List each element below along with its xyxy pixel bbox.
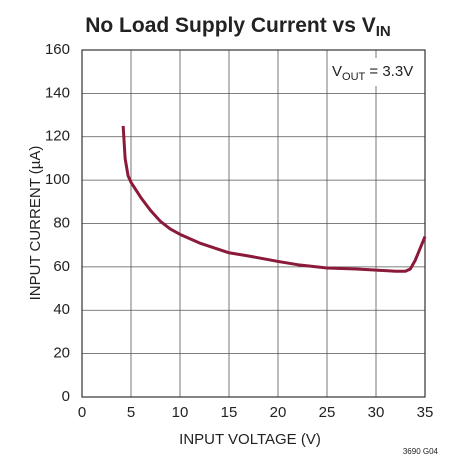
annotation-background <box>328 58 422 86</box>
x-tick-label: 25 <box>319 404 336 421</box>
x-tick-label: 0 <box>78 404 86 421</box>
annotation-text: V <box>332 63 342 80</box>
y-tick-label: 60 <box>53 258 70 275</box>
x-tick-label: 20 <box>270 404 287 421</box>
y-axis-label: INPUT CURRENT (µA) <box>27 146 44 301</box>
y-tick-label: 20 <box>53 345 70 362</box>
y-tick-label: 160 <box>45 41 70 58</box>
y-tick-label: 100 <box>45 171 70 188</box>
x-tick-label: 10 <box>172 404 189 421</box>
x-tick-label: 15 <box>221 404 238 421</box>
annotation-subscript: OUT <box>342 71 366 83</box>
x-axis-label: INPUT VOLTAGE (V) <box>179 431 321 448</box>
data-line <box>121 125 427 273</box>
y-tick-label: 80 <box>53 214 70 231</box>
plot-frame <box>81 49 426 398</box>
y-tick-label: 120 <box>45 128 70 145</box>
chart-title: No Load Supply Current vs VIN <box>85 14 391 40</box>
y-tick-label: 0 <box>62 388 70 405</box>
annotation: VOUT = 3.3V <box>332 63 413 83</box>
figure-code: 3690 G04 <box>403 447 439 456</box>
y-tick-label: 140 <box>45 84 70 101</box>
annotation-text: = 3.3V <box>365 63 413 80</box>
x-tick-label: 35 <box>417 404 434 421</box>
x-tick-label: 30 <box>368 404 385 421</box>
y-tick-label: 40 <box>53 301 70 318</box>
x-tick-label: 5 <box>127 404 135 421</box>
